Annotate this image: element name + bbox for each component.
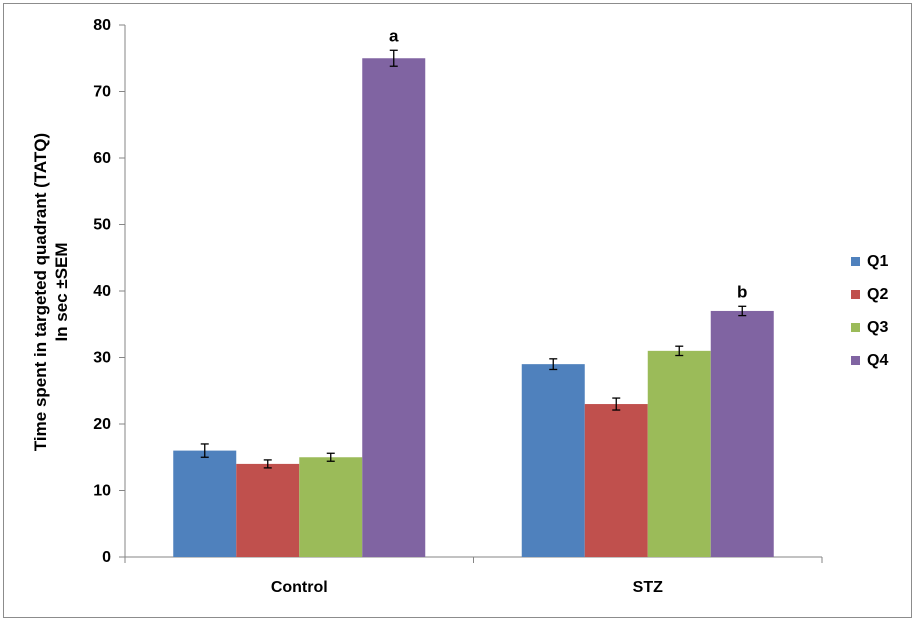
y-tick-label: 10	[93, 483, 111, 500]
y-axis-title-line1: Time spent in targeted quadrant (TATQ)	[31, 133, 50, 451]
x-tick-label-stz: STZ	[633, 579, 663, 596]
legend-label-q2: Q2	[867, 286, 888, 303]
legend-swatch-q2	[851, 290, 860, 299]
bar-control-q2	[236, 463, 300, 557]
legend-swatch-q1	[851, 257, 860, 266]
y-tick-label: 70	[93, 84, 111, 101]
legend-swatch-q4	[851, 356, 860, 365]
plot-area: 0 10 20 30 40 50 60 70 80 Control STZ a b	[93, 17, 823, 596]
legend-label-q4: Q4	[867, 352, 888, 369]
bar-stz-q3	[647, 350, 711, 557]
y-tick-label: 0	[102, 549, 111, 566]
annotation-b: b	[737, 282, 747, 301]
annotation-a: a	[389, 26, 399, 45]
bar-control-q4	[362, 58, 426, 557]
bar-control-q1	[173, 450, 237, 557]
bar-stz-q4	[710, 310, 774, 557]
y-axis-title-line2: In sec ±SEM	[52, 242, 71, 341]
bar-stz-q1	[521, 364, 585, 557]
y-tick-label: 30	[93, 350, 111, 367]
legend-label-q3: Q3	[867, 319, 888, 336]
y-tick-label: 80	[93, 17, 111, 34]
y-tick-label: 60	[93, 150, 111, 167]
x-tick-label-control: Control	[271, 579, 328, 596]
legend: Q1 Q2 Q3 Q4	[851, 253, 888, 369]
legend-label-q1: Q1	[867, 253, 888, 270]
y-tick-label: 20	[93, 416, 111, 433]
y-axis-title: Time spent in targeted quadrant (TATQ) I…	[31, 133, 71, 451]
bar-control-q3	[299, 457, 363, 557]
y-tick-label: 50	[93, 217, 111, 234]
legend-swatch-q3	[851, 323, 860, 332]
y-tick-label: 40	[93, 283, 111, 300]
bar-stz-q2	[584, 404, 648, 557]
